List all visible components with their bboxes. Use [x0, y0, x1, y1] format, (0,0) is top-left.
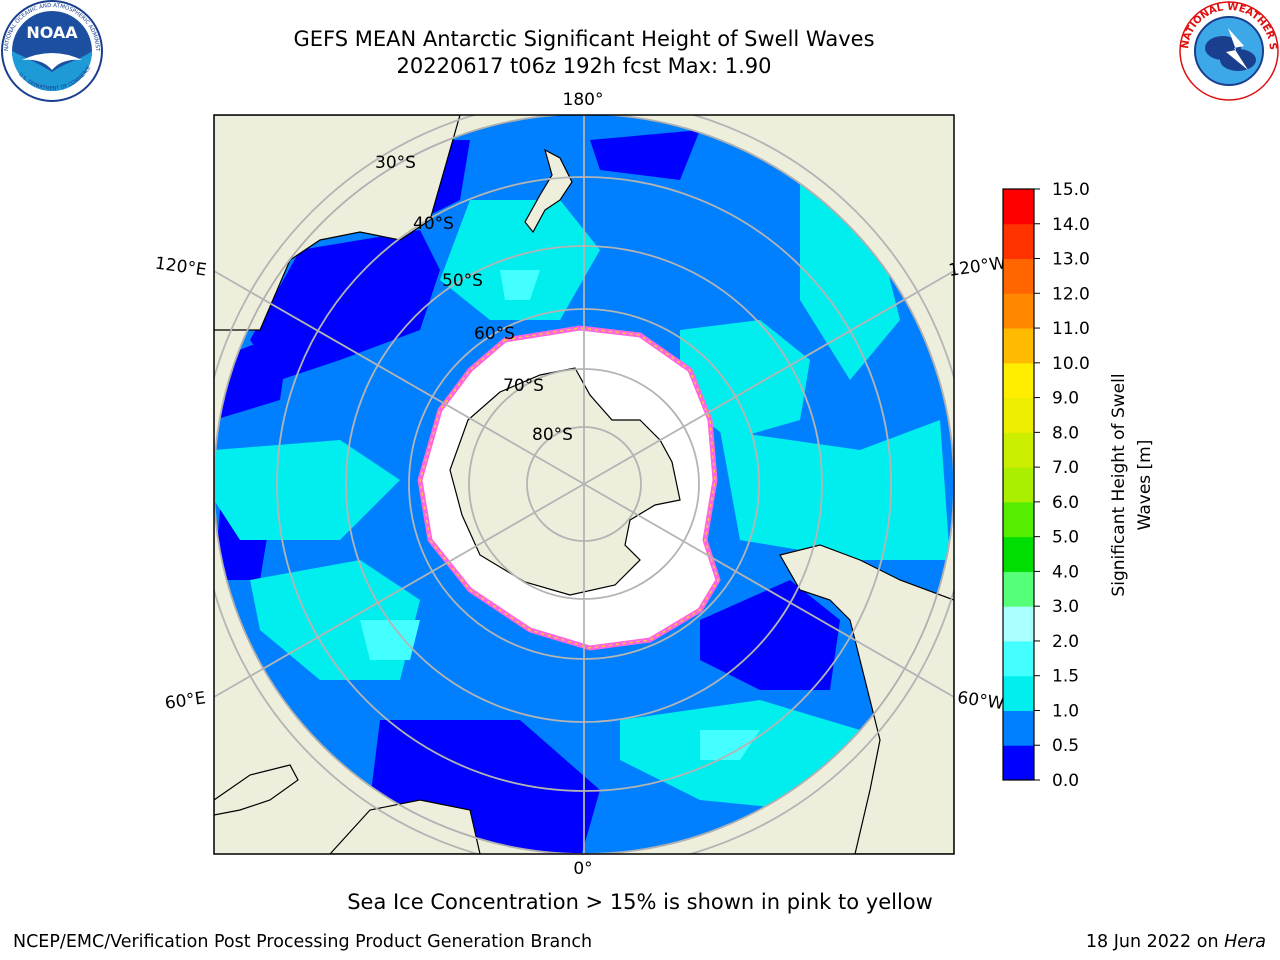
colorbar-tick-label: 1.5 — [1052, 667, 1079, 687]
colorbar-segment — [1003, 675, 1034, 711]
map-panel — [214, 115, 954, 854]
colorbar-segment — [1003, 501, 1034, 538]
footer-branch: NCEP/EMC/Verification Post Processing Pr… — [13, 932, 593, 952]
colorbar-tick-label: 13.0 — [1052, 250, 1090, 270]
noaa-logo-text: NOAA — [26, 23, 78, 42]
colorbar-tick-label: 9.0 — [1052, 389, 1079, 409]
madagascar-landmass — [214, 764, 299, 816]
footer-date-text: 18 Jun 2022 on — [1085, 932, 1219, 952]
south-america-landmass — [779, 544, 954, 854]
colorbar-label-line1: Significant Height of Swell — [1109, 373, 1129, 596]
lon-label-0: 0° — [573, 859, 592, 879]
colorbar-ticks: 0.0 0.5 1.0 1.5 2.0 3.0 4.0 5.0 6.0 7.0 8.0 9.0 10.0… — [1034, 180, 1090, 791]
lon-label-180: 180° — [563, 90, 604, 110]
colorbar — [1002, 188, 1035, 781]
colorbar-tick-label: 3.0 — [1052, 597, 1079, 617]
colorbar-segment — [1003, 362, 1034, 399]
lat-label-50s: 50°S — [442, 271, 483, 291]
colorbar-segment — [1003, 223, 1034, 260]
colorbar-tick-label: 5.0 — [1052, 528, 1079, 548]
map-frame — [213, 114, 955, 855]
colorbar-tick-label: 7.0 — [1052, 458, 1079, 478]
colorbar-tick-label: 0.0 — [1052, 771, 1079, 791]
footer-date: 18 Jun 2022 on Hera — [1086, 932, 1266, 952]
colorbar-tick-label: 2.0 — [1052, 632, 1079, 652]
colorbar-segment — [1003, 467, 1034, 503]
lat-label-70s: 70°S — [503, 376, 544, 396]
colorbar-tick-label: 11.0 — [1052, 319, 1090, 339]
antarctica-landmass — [449, 367, 681, 596]
colorbar-tick-label: 6.0 — [1052, 493, 1079, 513]
map-subtitle: 20220617 t06z 192h fcst Max: 1.90 — [396, 54, 772, 78]
colorbar-segment — [1003, 432, 1034, 468]
lat-label-40s: 40°S — [413, 214, 454, 234]
footer-host: Hera — [1224, 932, 1266, 952]
graticule — [214, 115, 954, 854]
colorbar-segment — [1003, 293, 1034, 329]
nws-logo: NATIONAL WEATHER SERVICE — [1178, 0, 1279, 101]
colorbar-tick-label: 12.0 — [1052, 284, 1090, 304]
lon-label-120w: 120°W — [947, 253, 1007, 281]
colorbar-segment — [1003, 606, 1034, 642]
colorbar-tick-label: 14.0 — [1052, 215, 1090, 235]
lon-label-60e: 60°E — [164, 688, 207, 713]
new-zealand-landmass — [524, 148, 573, 234]
swell-patches — [214, 130, 950, 854]
lat-label-80s: 80°S — [532, 425, 573, 445]
colorbar-tick-label: 4.0 — [1052, 562, 1079, 582]
lon-label-120e: 120°E — [154, 254, 208, 281]
colorbar-tick-label: 10.0 — [1052, 354, 1090, 374]
colorbar-segment — [1003, 710, 1034, 746]
colorbar-segment — [1003, 258, 1034, 294]
colorbar-label-line2: Waves [m] — [1135, 440, 1155, 531]
colorbar-tick-label: 1.0 — [1052, 701, 1079, 721]
colorbar-segment — [1003, 536, 1034, 572]
colorbar-segment — [1003, 640, 1034, 677]
australia-landmass — [214, 115, 461, 331]
lon-label-60w: 60°W — [956, 688, 1005, 714]
colorbar-tick-label: 15.0 — [1052, 180, 1090, 200]
colorbar-segment — [1003, 189, 1034, 225]
sea-ice-note: Sea Ice Concentration > 15% is shown in … — [347, 890, 933, 914]
colorbar-frame — [1002, 188, 1035, 781]
map-title: GEFS MEAN Antarctic Significant Height o… — [293, 27, 875, 51]
lat-label-30s: 30°S — [375, 153, 416, 173]
colorbar-segment — [1003, 571, 1034, 607]
colorbar-tick-label: 0.5 — [1052, 736, 1079, 756]
colorbar-segment — [1003, 397, 1034, 433]
africa-landmass — [329, 799, 481, 854]
colorbar-segment — [1003, 745, 1034, 781]
colorbar-tick-label: 8.0 — [1052, 423, 1079, 443]
noaa-logo: NOAA NATIONAL OCEANIC AND ATMOSPHERIC AD… — [0, 0, 103, 102]
lat-label-60s: 60°S — [474, 324, 515, 344]
colorbar-segment — [1003, 328, 1034, 364]
